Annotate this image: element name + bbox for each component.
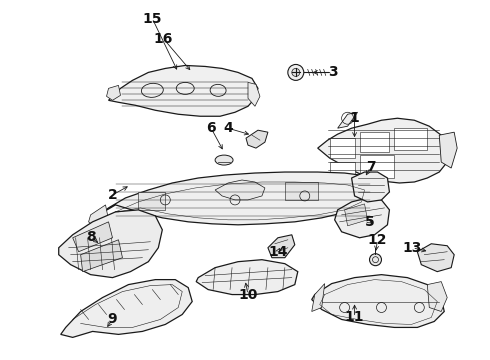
Text: 13: 13: [403, 241, 422, 255]
Polygon shape: [352, 172, 390, 202]
Text: 10: 10: [238, 288, 258, 302]
Circle shape: [288, 64, 304, 80]
Text: 3: 3: [328, 66, 338, 80]
Polygon shape: [439, 132, 457, 168]
Polygon shape: [106, 85, 121, 100]
Polygon shape: [268, 235, 295, 258]
Text: 8: 8: [86, 230, 96, 244]
Polygon shape: [417, 244, 454, 272]
Ellipse shape: [215, 155, 233, 165]
Polygon shape: [81, 240, 122, 272]
Polygon shape: [59, 210, 162, 278]
Circle shape: [292, 68, 300, 76]
Polygon shape: [330, 138, 355, 158]
Circle shape: [369, 254, 382, 266]
Polygon shape: [335, 198, 390, 238]
Text: 12: 12: [368, 233, 387, 247]
Polygon shape: [108, 66, 258, 116]
Polygon shape: [318, 118, 449, 183]
Text: 1: 1: [350, 111, 360, 125]
Polygon shape: [73, 222, 113, 252]
Polygon shape: [138, 192, 165, 210]
Text: 6: 6: [206, 121, 216, 135]
Polygon shape: [344, 204, 368, 226]
Polygon shape: [248, 82, 260, 106]
Polygon shape: [91, 172, 382, 225]
Polygon shape: [394, 128, 427, 150]
Polygon shape: [246, 130, 268, 148]
Text: 4: 4: [223, 121, 233, 135]
Polygon shape: [89, 205, 108, 228]
Text: 9: 9: [108, 312, 117, 327]
Polygon shape: [312, 284, 325, 311]
Polygon shape: [360, 132, 390, 152]
Polygon shape: [360, 155, 394, 178]
Polygon shape: [312, 275, 444, 328]
Text: 15: 15: [143, 12, 162, 26]
Polygon shape: [285, 182, 318, 200]
Polygon shape: [330, 162, 355, 180]
Polygon shape: [61, 280, 192, 337]
Polygon shape: [215, 180, 265, 200]
Polygon shape: [338, 112, 358, 128]
Text: 16: 16: [154, 32, 173, 46]
Text: 14: 14: [268, 245, 288, 259]
Text: 11: 11: [345, 310, 365, 324]
Text: 7: 7: [366, 160, 375, 174]
Text: 5: 5: [365, 215, 374, 229]
Polygon shape: [427, 282, 447, 311]
Text: 2: 2: [108, 188, 118, 202]
Polygon shape: [196, 260, 298, 294]
